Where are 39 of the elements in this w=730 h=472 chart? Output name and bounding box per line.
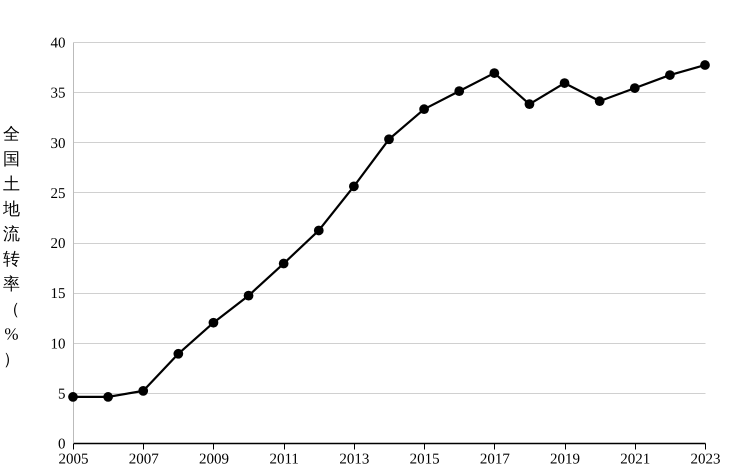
point (630, 83, 640, 93)
x-tick-label: 2007 (128, 452, 160, 468)
y-tick-label: 30 (50, 136, 66, 152)
point (68, 392, 78, 402)
x-tick-label: 2023 (690, 452, 720, 468)
x-tick-label: 2011 (269, 452, 299, 468)
point (138, 386, 148, 396)
x-tick-label: 2005 (58, 452, 88, 468)
y-tick-label: 15 (50, 286, 66, 302)
y-tick-label: 5 (58, 386, 66, 402)
point (384, 134, 394, 144)
point (560, 78, 570, 88)
x-tick-label: 2013 (339, 452, 370, 468)
point (700, 60, 710, 70)
point (594, 96, 605, 106)
y-tick-label: 35 (50, 86, 66, 102)
text: 全国土地流转率（%） (3, 124, 20, 368)
y-tick-label: 25 (50, 186, 66, 202)
point (173, 348, 184, 359)
x-tick-label: 2017 (480, 452, 510, 468)
point (244, 290, 254, 300)
x-tick-label: 2021 (620, 452, 650, 468)
y-tick-label: 0 (58, 436, 66, 452)
point (349, 181, 359, 192)
point (314, 226, 324, 236)
y-tick-label: 20 (50, 236, 66, 252)
point (665, 70, 675, 80)
point (489, 68, 500, 78)
x-tick-label: 2015 (410, 452, 440, 468)
y-tick-label: 40 (50, 36, 66, 52)
point (419, 104, 429, 114)
point (524, 99, 534, 110)
y-tick-label: 10 (50, 336, 66, 352)
point (208, 318, 218, 328)
point (103, 392, 113, 402)
point (278, 258, 289, 268)
point (454, 86, 464, 96)
x-tick-label: 2019 (550, 452, 580, 468)
x-tick-label: 2009 (198, 452, 229, 468)
